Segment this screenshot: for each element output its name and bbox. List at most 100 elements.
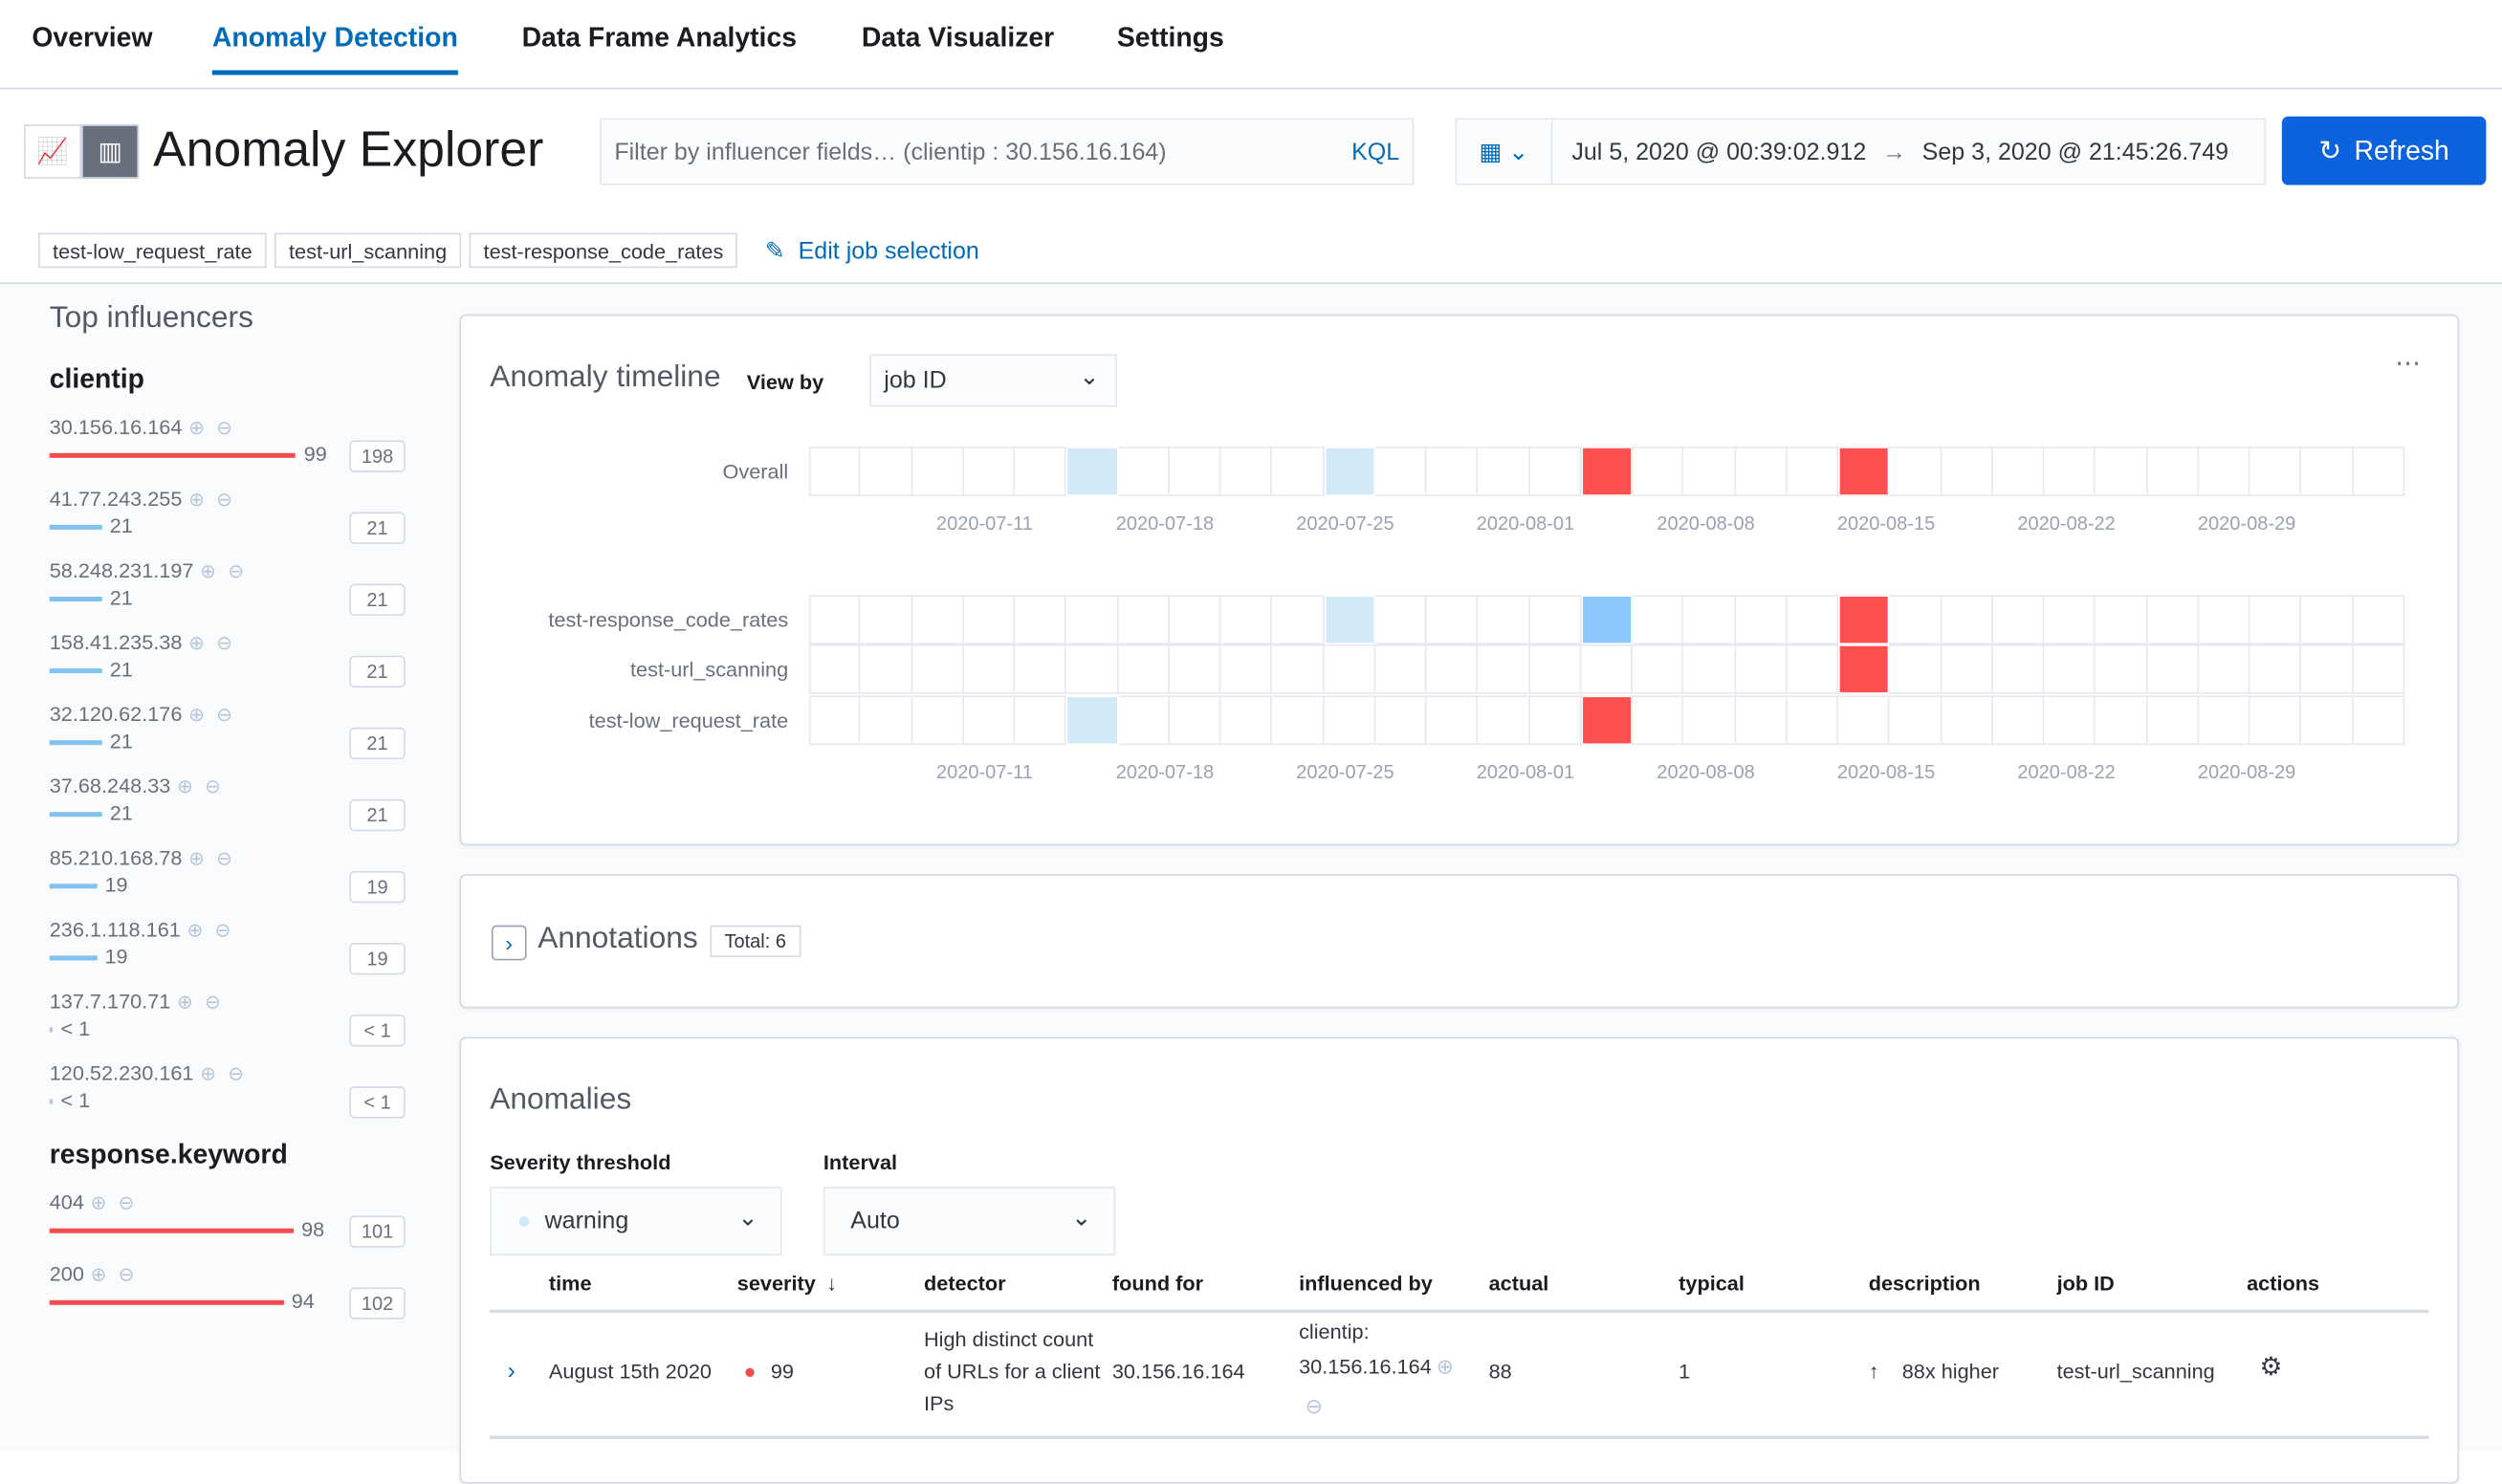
swimlane-cell[interactable]	[2096, 595, 2148, 645]
remove-filter-icon[interactable]: ⊖	[199, 991, 221, 1014]
swimlane-cell[interactable]	[860, 694, 912, 745]
swimlane-cell[interactable]	[2250, 595, 2302, 645]
swimlane-cell[interactable]	[2198, 595, 2250, 645]
swimlane-cell[interactable]	[2250, 694, 2302, 745]
swimlane-cell[interactable]	[1529, 447, 1582, 496]
swimlane-cell[interactable]	[1787, 694, 1839, 745]
swimlane-cell[interactable]	[1015, 447, 1066, 496]
tab-anomaly-detection[interactable]: Anomaly Detection	[211, 22, 458, 76]
date-end[interactable]: Sep 3, 2020 @ 21:45:26.749	[1921, 138, 2229, 165]
remove-filter-icon[interactable]: ⊖	[113, 1191, 135, 1214]
swimlane-cell[interactable]	[911, 644, 964, 695]
column-header-influenced-by[interactable]: influenced by	[1299, 1271, 1433, 1296]
more-options-icon[interactable]: ⋯	[2395, 351, 2421, 379]
swimlane-cell[interactable]	[2198, 644, 2250, 695]
calendar-icon[interactable]: ▦ ⌄	[1457, 120, 1553, 184]
swimlane-cell[interactable]	[1632, 595, 1684, 645]
swimlane-cell[interactable]	[1015, 694, 1066, 745]
swimlane-cell[interactable]	[1478, 595, 1530, 645]
swimlane-cell-anomaly[interactable]	[1838, 644, 1891, 695]
add-filter-icon[interactable]: ⊕	[188, 703, 205, 727]
swimlane-cell[interactable]	[1632, 694, 1684, 745]
severity-threshold-select[interactable]: ● warning ⌄	[490, 1187, 782, 1256]
swimlane-cell[interactable]	[1890, 447, 1942, 496]
swimlane-cell[interactable]	[1787, 595, 1839, 645]
tab-data-frame-analytics[interactable]: Data Frame Analytics	[521, 22, 798, 54]
swimlane-cell[interactable]	[1169, 595, 1221, 645]
swimlane-cell[interactable]	[2044, 694, 2096, 745]
column-header-detector[interactable]: detector	[924, 1271, 1006, 1296]
swimlane-cell[interactable]	[2198, 694, 2250, 745]
swimlane-cell[interactable]	[2301, 694, 2354, 745]
single-metric-viewer-icon[interactable]: 📈	[24, 124, 82, 179]
add-filter-icon[interactable]: ⊕	[188, 631, 205, 655]
swimlane-cell[interactable]	[860, 644, 912, 695]
swimlane-cell-anomaly[interactable]	[1324, 595, 1375, 645]
swimlane-cell[interactable]	[1683, 694, 1736, 745]
swimlane-cell[interactable]	[2301, 447, 2354, 496]
swimlane-cell[interactable]	[2147, 595, 2199, 645]
swimlane-cell[interactable]	[1941, 694, 1993, 745]
swimlane-cell[interactable]	[1065, 644, 1118, 695]
view-by-select[interactable]: job ID ⌄	[869, 354, 1117, 407]
column-header-job-ID[interactable]: job ID	[2056, 1271, 2115, 1296]
swimlane-cell[interactable]	[911, 447, 964, 496]
swimlane-cell[interactable]	[1735, 644, 1788, 695]
swimlane-cell[interactable]	[1478, 644, 1530, 695]
swimlane-cell[interactable]	[963, 447, 1016, 496]
column-header-actions[interactable]: actions	[2247, 1271, 2320, 1296]
swimlane-cell[interactable]	[1735, 595, 1788, 645]
swimlane-cell[interactable]	[808, 595, 861, 645]
add-filter-icon[interactable]: ⊕	[187, 918, 204, 942]
swimlane-cell[interactable]	[2096, 447, 2148, 496]
swimlane-cell[interactable]	[1220, 644, 1273, 695]
swimlane-cell[interactable]	[808, 694, 861, 745]
swimlane-cell[interactable]	[1117, 644, 1170, 695]
column-header-severity[interactable]: severity	[736, 1271, 816, 1296]
swimlane-cell[interactable]	[1426, 694, 1479, 745]
swimlane-cell[interactable]	[1272, 595, 1325, 645]
swimlane-cell[interactable]	[2353, 595, 2405, 645]
swimlane-cell[interactable]	[1117, 447, 1170, 496]
swimlane-cell[interactable]	[1890, 595, 1942, 645]
swimlane-cell[interactable]	[1838, 694, 1891, 745]
swimlane-cell[interactable]	[1683, 447, 1736, 496]
add-filter-icon[interactable]: ⊕	[177, 775, 193, 798]
date-picker[interactable]: ▦ ⌄ Jul 5, 2020 @ 00:39:02.912 → Sep 3, …	[1455, 118, 2267, 186]
add-filter-icon[interactable]: ⊕	[1436, 1354, 1454, 1379]
swimlane-cell[interactable]	[1992, 644, 2045, 695]
swimlane-cell[interactable]	[1220, 595, 1273, 645]
remove-filter-icon[interactable]: ⊖	[210, 703, 232, 727]
swimlane-cell[interactable]	[1426, 447, 1479, 496]
swimlane-cell[interactable]	[1735, 694, 1788, 745]
swimlane-cell-anomaly[interactable]	[1581, 447, 1633, 496]
remove-filter-icon[interactable]: ⊖	[210, 631, 232, 655]
swimlane-cell[interactable]	[860, 595, 912, 645]
remove-filter-icon[interactable]: ⊖	[208, 918, 231, 942]
swimlane-cell[interactable]	[2301, 644, 2354, 695]
sort-descending-icon[interactable]: ↓	[826, 1271, 838, 1296]
swimlane-cell[interactable]	[1735, 447, 1788, 496]
swimlane-cell-anomaly[interactable]	[1065, 694, 1118, 745]
swimlane-cell[interactable]	[1529, 644, 1582, 695]
remove-filter-icon[interactable]: ⊖	[199, 775, 221, 798]
swimlane-cell[interactable]	[808, 644, 861, 695]
swimlane-cell[interactable]	[1581, 644, 1633, 695]
remove-filter-icon[interactable]: ⊖	[210, 416, 232, 439]
swimlane-cell[interactable]	[911, 694, 964, 745]
column-header-found-for[interactable]: found for	[1111, 1271, 1204, 1296]
swimlane-cell[interactable]	[1272, 694, 1325, 745]
swimlane-cell[interactable]	[1890, 644, 1942, 695]
expand-row-chevron-icon[interactable]: ›	[507, 1357, 516, 1386]
swimlane-cell[interactable]	[1169, 694, 1221, 745]
swimlane-cell[interactable]	[1529, 595, 1582, 645]
swimlane-cell[interactable]	[1015, 644, 1066, 695]
swimlane-cell[interactable]	[1632, 644, 1684, 695]
tab-overview[interactable]: Overview	[32, 22, 153, 54]
swimlane-cell[interactable]	[1117, 595, 1170, 645]
swimlane-cell[interactable]	[1015, 595, 1066, 645]
swimlane-cell[interactable]	[1426, 644, 1479, 695]
gear-icon[interactable]: ⚙	[2259, 1354, 2283, 1382]
swimlane-cell[interactable]	[860, 447, 912, 496]
swimlane-cell[interactable]	[1683, 644, 1736, 695]
